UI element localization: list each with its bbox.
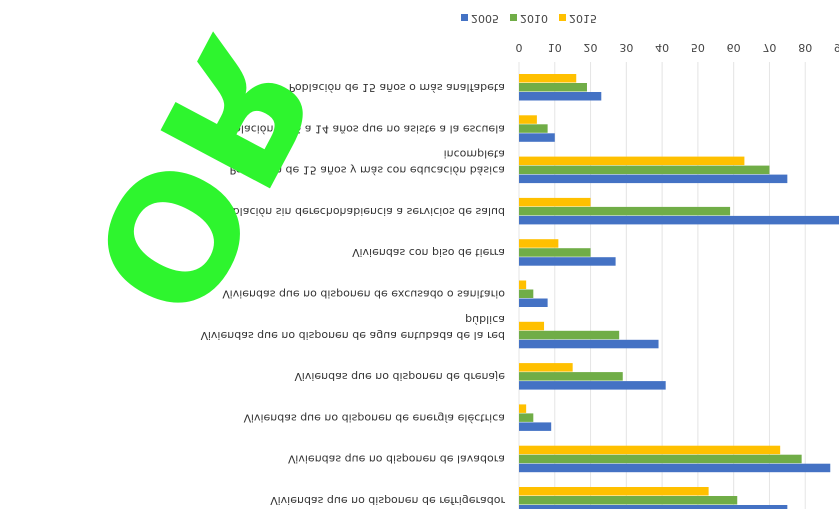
category-label: Población de 15 años o más analfabeta	[289, 81, 505, 94]
x-tick-label: 80	[798, 41, 812, 54]
x-tick-label: 0	[516, 41, 523, 54]
category-label: Viviendas que no disponen de lavadora	[288, 453, 505, 466]
bar	[519, 404, 527, 413]
category-label: incompleta	[444, 148, 505, 161]
bar	[519, 330, 620, 340]
x-tick-label: 40	[655, 41, 669, 54]
bar	[519, 174, 788, 184]
bar	[519, 422, 552, 431]
bar	[519, 298, 548, 307]
x-tick-label: 10	[548, 41, 562, 54]
bar	[519, 165, 770, 175]
bar	[519, 321, 545, 331]
category-label: Viviendas que no disponen de agua entuba…	[201, 329, 505, 342]
category-label: Viviendas que no disponen de drenaje	[294, 370, 505, 383]
bar	[519, 124, 548, 133]
legend-swatch	[510, 14, 517, 21]
plot: 0 10 20 30 40 50 60 70 80 90 2005 2010 2015 Población…	[201, 12, 839, 509]
x-tick-label: 60	[727, 41, 741, 54]
bar	[519, 339, 659, 349]
bar	[519, 505, 788, 509]
bar	[519, 197, 591, 207]
bar	[519, 92, 602, 101]
bar	[519, 215, 839, 225]
bar	[519, 248, 591, 257]
legend-label: 2015	[569, 12, 597, 25]
bar	[519, 206, 731, 216]
category-label: Población de 15 años y más con educación…	[229, 164, 505, 177]
bar	[519, 289, 534, 298]
bar	[519, 381, 666, 390]
category-label: Viviendas que no disponen de energía elé…	[244, 411, 505, 424]
bar	[519, 115, 537, 124]
bar	[519, 280, 527, 289]
bar	[519, 363, 573, 372]
bar	[519, 156, 745, 166]
bar	[519, 487, 709, 496]
bar	[519, 74, 577, 83]
bar	[519, 239, 559, 248]
category-label: Viviendas que no disponen de excusado o …	[222, 288, 505, 301]
legend-label: 2010	[520, 12, 548, 25]
bar	[519, 257, 616, 266]
x-tick-label: 70	[762, 41, 776, 54]
bar	[519, 463, 831, 473]
x-tick-label: 90	[834, 41, 839, 54]
bar	[519, 445, 781, 455]
legend-label: 2005	[471, 12, 499, 25]
bar	[519, 372, 623, 381]
x-tick-label: 30	[619, 41, 633, 54]
bar	[519, 454, 802, 464]
category-label: Población de 6 a 14 años que no asiste a…	[221, 122, 505, 135]
category-label: pública	[465, 313, 505, 326]
x-tick-label: 50	[691, 41, 705, 54]
bar	[519, 83, 587, 92]
category-label: Viviendas con piso de tierra	[352, 246, 505, 259]
bar	[519, 413, 534, 422]
legend-swatch	[461, 14, 468, 21]
legend-swatch	[559, 14, 566, 21]
bar	[519, 496, 738, 505]
bar	[519, 133, 555, 142]
category-label: Población sin derechohabiencia a servici…	[220, 205, 505, 218]
x-tick-label: 20	[584, 41, 598, 54]
category-label: Viviendas que no disponen de refrigerado…	[270, 494, 505, 507]
